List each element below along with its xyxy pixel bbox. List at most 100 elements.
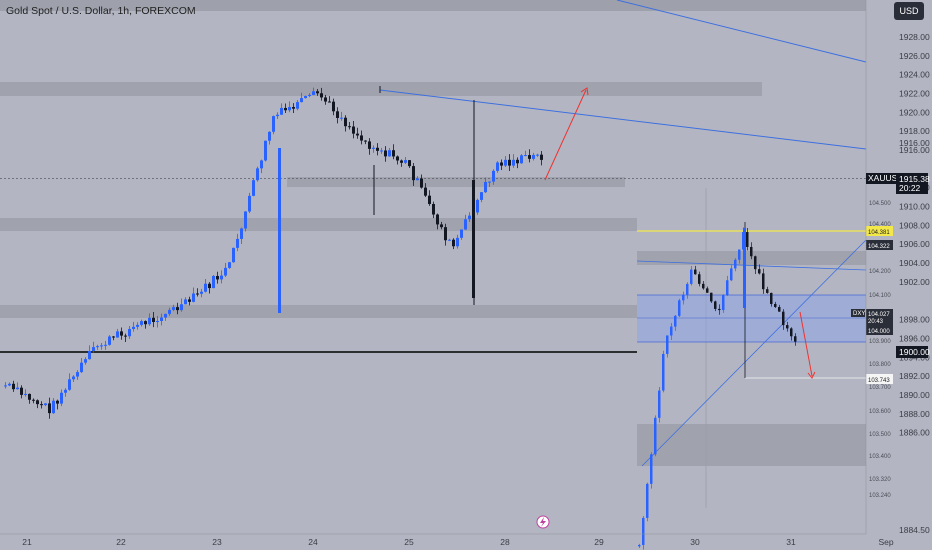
gold-candle — [52, 400, 55, 414]
gold-candle — [12, 383, 15, 390]
gold-candle — [512, 159, 515, 166]
price-axis-tick: 1892.00 — [899, 371, 930, 381]
price-axis-tick: 1906.00 — [899, 239, 930, 249]
gold-candle — [508, 159, 511, 166]
price-axis-tick: 1884.50 — [899, 525, 930, 535]
gold-candle — [292, 107, 295, 109]
dxy-candle — [770, 292, 773, 304]
gold-candle — [180, 304, 183, 311]
gold-candle — [504, 159, 507, 166]
dxy-candle — [654, 417, 657, 455]
dxy-candle — [682, 294, 685, 301]
dxy-candle — [690, 269, 693, 284]
gold-candle — [252, 180, 255, 196]
gold-candle — [348, 126, 351, 128]
price-axis-tick: 1926.00 — [899, 51, 930, 61]
gold-candle — [184, 299, 187, 305]
gold-candle — [352, 126, 355, 134]
gold-candle — [208, 283, 211, 289]
dxy-candle — [730, 268, 733, 281]
gold-candle — [432, 203, 435, 215]
dxy-arrow-down — [799, 311, 813, 377]
price-axis-tick: 1888.00 — [899, 409, 930, 419]
gold-candle — [64, 389, 67, 393]
xauusd-symbol-bg — [866, 173, 896, 184]
gold-candle — [112, 336, 115, 338]
gold-candle — [80, 362, 83, 373]
dxy-y-tick: 104.400 — [869, 222, 891, 228]
dxy-y-tick: 104.500 — [869, 201, 891, 207]
dxy-symbol-bg — [851, 309, 865, 317]
gold-candle — [96, 346, 99, 348]
gold-candle — [24, 393, 27, 395]
gold-candle — [152, 317, 155, 322]
gold-candle — [324, 97, 327, 102]
gold-candle — [460, 229, 463, 238]
gold-candle — [140, 321, 143, 325]
gold-candle — [484, 181, 487, 193]
gold-candle-spike — [472, 180, 475, 298]
gold-candle — [88, 350, 91, 360]
price-axis-tick: 1908.00 — [899, 220, 930, 230]
dxy-y-tick: 103.800 — [869, 362, 891, 368]
price-axis-tick: 1890.00 — [899, 390, 930, 400]
dxy-label-3-bg — [866, 325, 893, 335]
dxy-label-3: 104.000 — [868, 329, 890, 335]
support-resistance-zone — [0, 305, 637, 318]
dxy-target-bg — [866, 374, 893, 384]
gold-candle — [264, 140, 267, 161]
gold-candle — [144, 321, 147, 325]
gold-candle — [228, 262, 231, 268]
gold-candle — [436, 214, 439, 225]
dxy-candle — [642, 517, 645, 545]
dxy-candle — [718, 308, 721, 311]
price-countdown: 20:22 — [899, 183, 921, 193]
dxy-candle — [662, 353, 665, 391]
dxy-candle — [706, 288, 709, 293]
chart-title: Gold Spot / U.S. Dollar, 1h, FOREXCOM — [6, 5, 196, 17]
dxy-y-tick: 103.240 — [869, 493, 891, 499]
dxy-candle — [762, 273, 765, 290]
gold-candle — [196, 293, 199, 295]
dxy-candle — [726, 280, 729, 296]
price-axis-tick: 1924.00 — [899, 70, 930, 80]
gold-candle — [4, 385, 7, 387]
gold-candle — [452, 239, 455, 247]
gold-candle — [312, 91, 315, 95]
gold-candle — [328, 101, 331, 103]
gold-candle — [104, 344, 107, 346]
currency-button[interactable]: USD — [894, 2, 924, 20]
gold-candle — [192, 293, 195, 302]
gold-candle — [528, 155, 531, 159]
gold-candle — [496, 162, 499, 171]
gold-candle — [240, 228, 243, 239]
dxy-candle — [754, 256, 757, 270]
dxy-candle — [758, 269, 761, 274]
gold-candle — [176, 307, 179, 311]
gold-candle — [280, 107, 283, 115]
projection-arrow-up — [544, 89, 587, 181]
gold-candle — [248, 195, 251, 212]
gold-candle — [388, 150, 391, 157]
price-axis-tick: 1902.00 — [899, 277, 930, 287]
gold-candle — [448, 239, 451, 241]
gold-candle — [68, 379, 71, 390]
dxy-y-tick: 104.100 — [869, 293, 891, 299]
gold-candle — [356, 133, 359, 136]
time-axis-tick: 23 — [212, 537, 222, 547]
gold-candle — [44, 403, 47, 406]
dxy-candle — [678, 300, 681, 316]
gold-candle — [224, 267, 227, 276]
dxy-arrowhead-down — [807, 371, 816, 379]
gold-candle — [304, 96, 307, 99]
dxy-label-yellow: 104.381 — [868, 230, 890, 236]
price-axis-tick: 1928.00 — [899, 32, 930, 42]
gold-candle — [28, 393, 31, 400]
dxy-candle — [782, 311, 785, 326]
gold-candle — [412, 166, 415, 181]
gold-candle — [260, 160, 263, 169]
gold-candle — [284, 107, 287, 111]
time-axis-tick: 24 — [308, 537, 318, 547]
